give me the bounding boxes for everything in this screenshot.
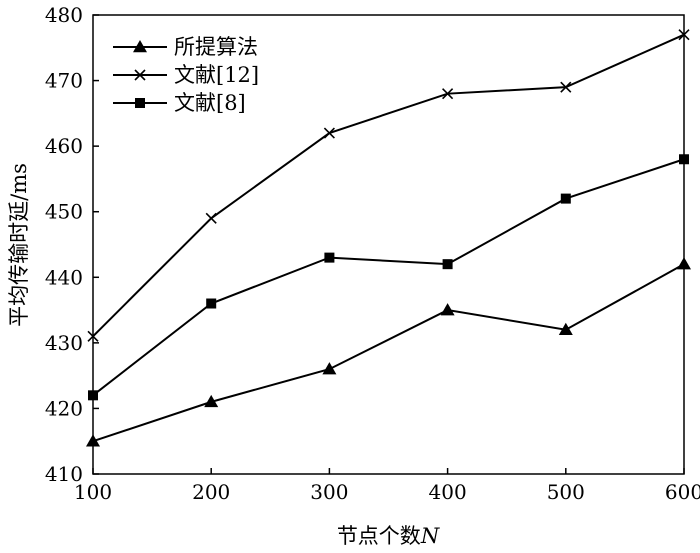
x-axis-title: 节点个数N: [337, 524, 440, 548]
series-1-point-5-stroke-b: [678, 29, 690, 41]
series-0-point-5: [677, 257, 691, 270]
series-2: [88, 154, 689, 401]
plot-frame: [92, 14, 685, 475]
series-2-point-3: [442, 259, 453, 270]
y-tick-label-440: 440: [45, 265, 83, 289]
series-1-point-3-stroke-b: [442, 88, 454, 100]
series-1-point-2-stroke-b: [323, 127, 335, 139]
legend-marker-0: [133, 40, 147, 53]
x-tick-label-500: 500: [547, 480, 585, 504]
series-2-point-4: [560, 193, 571, 204]
legend-label-0: 所提算法: [174, 35, 258, 59]
legend-item-2: 文献[8]: [113, 91, 246, 115]
series-0-point-0: [86, 434, 100, 447]
legend-marker-1: [134, 69, 146, 81]
x-axis-title-variable: N: [420, 524, 440, 548]
y-tick-label-450: 450: [45, 200, 83, 224]
series-2-point-5: [679, 154, 689, 165]
series-0-point-1: [204, 394, 219, 408]
series-1: [87, 29, 690, 342]
y-tick-label-480: 480: [45, 3, 83, 27]
series-1-point-1-stroke-b: [205, 212, 217, 224]
series-0-point-4: [558, 322, 573, 335]
y-tick-label-470: 470: [45, 69, 83, 93]
series-1-point-1: [205, 212, 217, 224]
x-tick-label-600: 600: [665, 480, 700, 504]
series-layer: [86, 29, 691, 447]
legend-item-1: 文献[12]: [113, 63, 259, 87]
series-line-0: [92, 263, 685, 443]
legend-label-2: 文献[8]: [174, 91, 246, 115]
x-axis-title-text: 节点个数: [337, 524, 421, 548]
series-1-point-2: [323, 127, 335, 139]
x-tick-label-200: 200: [192, 480, 230, 504]
series-1-point-3: [442, 88, 454, 100]
series-0-point-2: [322, 362, 337, 375]
x-tick-label-400: 400: [429, 480, 467, 504]
y-tick-label-460: 460: [45, 134, 83, 158]
x-tick-label-300: 300: [310, 480, 348, 504]
series-1-point-4: [560, 81, 572, 93]
y-tick-label-420: 420: [45, 396, 83, 420]
series-2-point-1: [206, 298, 217, 309]
x-tick-label-100: 100: [74, 480, 112, 504]
series-2-point-2: [324, 252, 335, 263]
legend-item-0: 所提算法: [113, 35, 258, 59]
y-tick-label-430: 430: [45, 331, 83, 355]
series-1-point-5: [678, 29, 690, 41]
series-0-point-3: [440, 303, 455, 316]
series-1-point-4-stroke-b: [560, 81, 572, 93]
series-2-point-0: [88, 390, 98, 401]
series-line-1: [92, 33, 685, 338]
legend-label-1: 文献[12]: [174, 63, 259, 87]
axes: 100 200 300 400 500 600 410 420 430 440 450 460 470 4…: [45, 3, 700, 504]
series-1-point-0: [87, 330, 99, 342]
series-1-point-0-stroke-b: [87, 330, 99, 342]
series-line-2: [92, 158, 685, 397]
y-axis-title: 平均传输时延/ms: [7, 163, 31, 327]
series-0: [86, 257, 691, 447]
legend-marker-1-stroke-b: [134, 69, 146, 81]
y-tick-label-410: 410: [45, 462, 83, 486]
legend-marker-2: [135, 98, 145, 108]
